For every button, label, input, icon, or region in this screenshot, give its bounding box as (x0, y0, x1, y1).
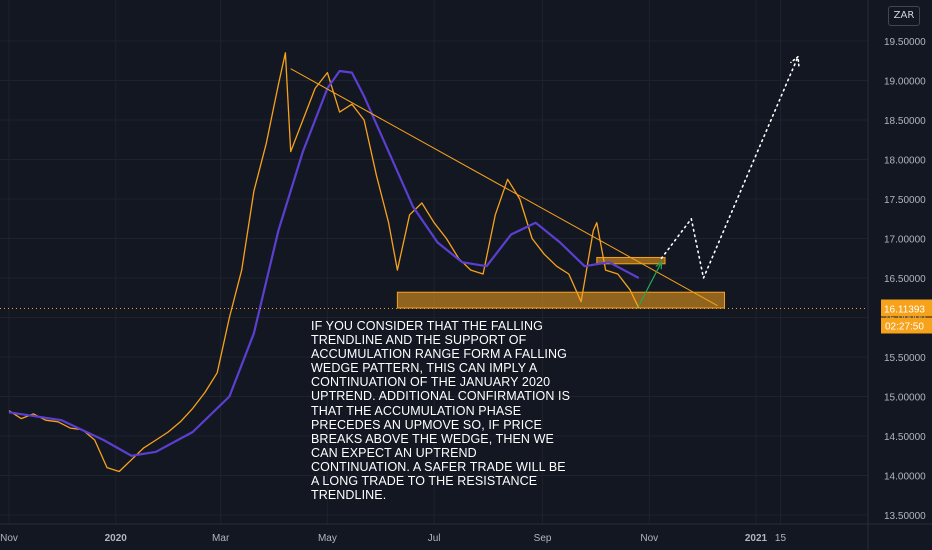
x-tick-label: Nov (0, 533, 18, 544)
y-tick-label: 15.50000 (884, 353, 926, 364)
time-axis[interactable]: Nov 2020 Mar May Jul Sep Nov 2021 15 (0, 533, 786, 544)
y-tick-label: 14.00000 (884, 472, 926, 483)
symbol-badge[interactable]: ZAR (888, 6, 920, 26)
projection-path (660, 55, 799, 281)
x-tick-label: May (318, 533, 337, 544)
y-tick-label: 13.50000 (884, 511, 926, 522)
price-line (8, 52, 640, 473)
x-tick-label: Mar (212, 533, 230, 544)
chart-lines (8, 52, 718, 473)
price-tags: 16.11393 02:27:50 (881, 299, 932, 334)
breakout-arrow (638, 261, 663, 306)
breakout-arrow-head (655, 260, 663, 270)
y-tick-label: 18.50000 (884, 116, 926, 127)
last-price-tag (881, 299, 932, 317)
x-tick-label: 2021 (745, 533, 768, 544)
price-axis[interactable]: 19.50000 19.00000 18.50000 18.00000 17.50000… (884, 37, 926, 522)
y-tick-label: 17.50000 (884, 195, 926, 206)
y-tick-label: 17.00000 (884, 235, 926, 246)
y-tick-label: 19.50000 (884, 37, 926, 48)
y-tick-label: 19.00000 (884, 77, 926, 88)
moving-average-line (8, 69, 640, 457)
falling-trendline (290, 68, 718, 307)
x-tick-label: Jul (428, 533, 441, 544)
y-tick-label: 14.50000 (884, 432, 926, 443)
chart-overlay (0, 55, 868, 309)
countdown-tag (881, 317, 932, 334)
x-tick-label: 2020 (105, 533, 128, 544)
x-tick-label: Sep (534, 533, 552, 544)
last-price-label: 16.11393 (884, 304, 925, 315)
countdown-label: 02:27:50 (885, 321, 924, 332)
projection-arrow-head (790, 55, 800, 67)
y-tick-label: 15.00000 (884, 393, 926, 404)
y-tick-label: 18.00000 (884, 156, 926, 167)
annotation-text: IF YOU CONSIDER THAT THE FALLING TRENDLI… (311, 319, 571, 503)
x-tick-label: 15 (775, 533, 787, 544)
y-tick-label: 16.50000 (884, 274, 926, 285)
support-zone (396, 291, 726, 309)
x-tick-label: Nov (640, 533, 658, 544)
